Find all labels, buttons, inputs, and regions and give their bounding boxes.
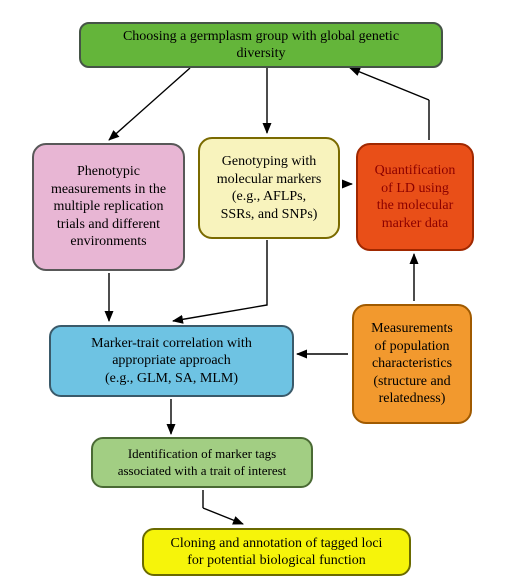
node-label: Cloning and annotation of tagged loci fo… xyxy=(171,535,383,570)
node-label: Genotyping with molecular markers (e.g.,… xyxy=(217,153,322,223)
node-label: Quantification of LD using the molecular… xyxy=(375,162,456,232)
edge-e10 xyxy=(203,508,243,524)
edge-e8 xyxy=(350,68,429,100)
node-label: Measurements of population characteristi… xyxy=(371,320,453,408)
node-n_genotype: Genotyping with molecular markers (e.g.,… xyxy=(198,137,340,239)
node-n_popchar: Measurements of population characteristi… xyxy=(352,304,472,424)
node-label: Identification of marker tags associated… xyxy=(118,446,287,479)
node-n_germplasm: Choosing a germplasm group with global g… xyxy=(79,22,443,68)
node-label: Choosing a germplasm group with global g… xyxy=(123,28,399,63)
node-n_cloning: Cloning and annotation of tagged loci fo… xyxy=(142,528,411,576)
edge-e5 xyxy=(173,240,267,321)
node-n_phenotype: Phenotypic measurements in the multiple … xyxy=(32,143,185,271)
node-n_markertrait: Marker-trait correlation with appropriat… xyxy=(49,325,294,397)
edge-e1 xyxy=(109,68,190,140)
node-label: Phenotypic measurements in the multiple … xyxy=(51,163,166,251)
node-n_ld: Quantification of LD using the molecular… xyxy=(356,143,474,251)
edges-layer xyxy=(0,0,518,585)
node-label: Marker-trait correlation with appropriat… xyxy=(91,335,252,388)
node-n_idtags: Identification of marker tags associated… xyxy=(91,437,313,488)
